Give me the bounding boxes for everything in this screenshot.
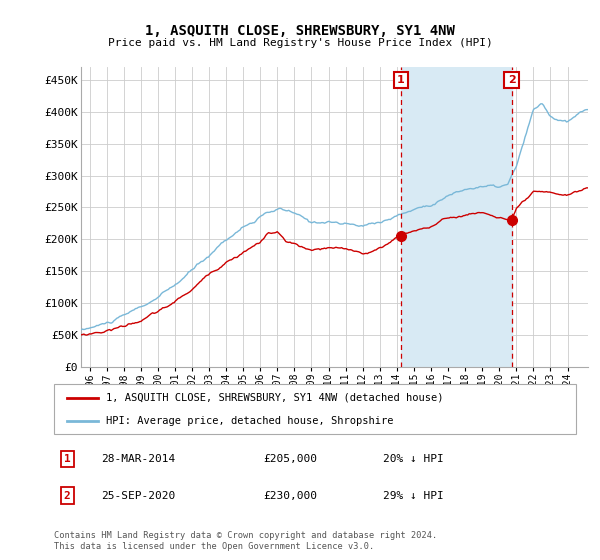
Text: 2: 2 <box>64 491 70 501</box>
Bar <box>401 67 512 367</box>
Text: Price paid vs. HM Land Registry's House Price Index (HPI): Price paid vs. HM Land Registry's House … <box>107 38 493 48</box>
Text: 20% ↓ HPI: 20% ↓ HPI <box>383 454 443 464</box>
Text: 2: 2 <box>508 75 515 85</box>
Text: 1, ASQUITH CLOSE, SHREWSBURY, SY1 4NW: 1, ASQUITH CLOSE, SHREWSBURY, SY1 4NW <box>145 24 455 38</box>
Text: 29% ↓ HPI: 29% ↓ HPI <box>383 491 443 501</box>
Text: £230,000: £230,000 <box>263 491 317 501</box>
Text: HPI: Average price, detached house, Shropshire: HPI: Average price, detached house, Shro… <box>106 417 394 426</box>
Text: Contains HM Land Registry data © Crown copyright and database right 2024.: Contains HM Land Registry data © Crown c… <box>54 531 437 540</box>
Text: 1, ASQUITH CLOSE, SHREWSBURY, SY1 4NW (detached house): 1, ASQUITH CLOSE, SHREWSBURY, SY1 4NW (d… <box>106 393 444 403</box>
Text: 25-SEP-2020: 25-SEP-2020 <box>101 491 175 501</box>
Text: 1: 1 <box>397 75 405 85</box>
Text: 28-MAR-2014: 28-MAR-2014 <box>101 454 175 464</box>
Text: £205,000: £205,000 <box>263 454 317 464</box>
Text: 1: 1 <box>64 454 70 464</box>
Text: This data is licensed under the Open Government Licence v3.0.: This data is licensed under the Open Gov… <box>54 542 374 551</box>
